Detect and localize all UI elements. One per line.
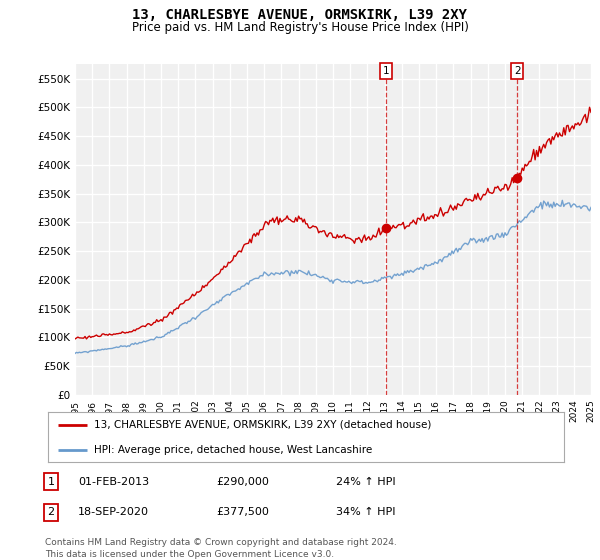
Text: 18-SEP-2020: 18-SEP-2020 [78, 507, 149, 517]
Text: 24% ↑ HPI: 24% ↑ HPI [336, 477, 395, 487]
Text: Price paid vs. HM Land Registry's House Price Index (HPI): Price paid vs. HM Land Registry's House … [131, 21, 469, 34]
Text: 13, CHARLESBYE AVENUE, ORMSKIRK, L39 2XY (detached house): 13, CHARLESBYE AVENUE, ORMSKIRK, L39 2XY… [94, 419, 432, 430]
Text: 1: 1 [383, 66, 389, 76]
Text: £290,000: £290,000 [216, 477, 269, 487]
Text: 1: 1 [47, 477, 55, 487]
Text: HPI: Average price, detached house, West Lancashire: HPI: Average price, detached house, West… [94, 445, 373, 455]
Text: £377,500: £377,500 [216, 507, 269, 517]
Text: 2: 2 [514, 66, 521, 76]
Text: Contains HM Land Registry data © Crown copyright and database right 2024.
This d: Contains HM Land Registry data © Crown c… [45, 538, 397, 559]
Text: 2: 2 [47, 507, 55, 517]
Text: 01-FEB-2013: 01-FEB-2013 [78, 477, 149, 487]
Text: 34% ↑ HPI: 34% ↑ HPI [336, 507, 395, 517]
Text: 13, CHARLESBYE AVENUE, ORMSKIRK, L39 2XY: 13, CHARLESBYE AVENUE, ORMSKIRK, L39 2XY [133, 8, 467, 22]
